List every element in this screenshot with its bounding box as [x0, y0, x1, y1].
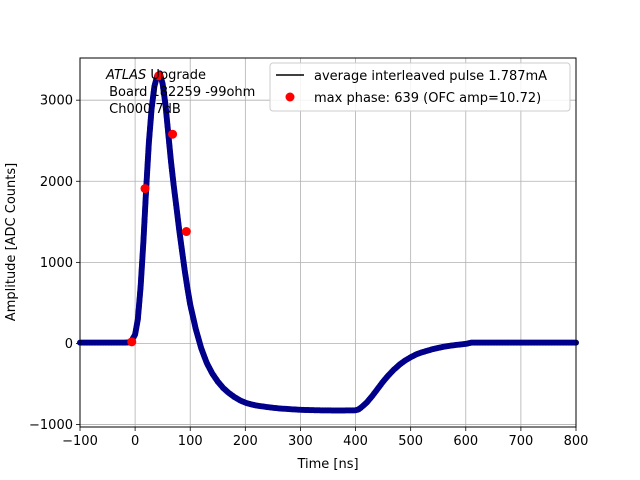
- pulse-markers: [77, 70, 579, 414]
- y-axis-label: Amplitude [ADC Counts]: [4, 163, 19, 321]
- atlas-annotation: ATLAS Upgrade Board 182259 -99ohm Ch000 …: [105, 68, 255, 117]
- legend-box: [269, 62, 571, 112]
- legend-label-max-phase: max phase: 639 (OFC amp=10.72): [314, 91, 541, 106]
- legend-marker-swatch: [285, 92, 295, 102]
- pulse-line: [80, 72, 576, 412]
- x-tick-label: 400: [343, 434, 368, 449]
- x-tick-label: 500: [398, 434, 423, 449]
- annotation-line-3: Ch000 7dB: [105, 102, 181, 117]
- y-tick-label: 2000: [40, 175, 73, 190]
- legend: average interleaved pulse 1.787mA max ph…: [269, 62, 571, 112]
- annotation-atlas: ATLAS: [105, 68, 146, 83]
- x-ticks: −100 0 100 200 300 400 500 600 700 800: [62, 427, 588, 449]
- x-axis-label: Time [ns]: [296, 457, 358, 472]
- annotation-line-2: Board 182259 -99ohm: [105, 85, 255, 100]
- y-tick-label: 0: [65, 337, 73, 352]
- legend-label-pulse: average interleaved pulse 1.787mA: [314, 69, 547, 84]
- x-tick-label: 100: [178, 434, 203, 449]
- y-ticks: −1000 0 1000 2000 3000: [29, 94, 80, 433]
- x-tick-label: 800: [564, 434, 589, 449]
- annotation-upgrade: Upgrade: [146, 68, 206, 83]
- x-tick-label: 600: [453, 434, 478, 449]
- plot-frame: [79, 57, 577, 428]
- y-tick-label: −1000: [29, 418, 73, 433]
- grid-lines: [79, 58, 577, 427]
- max-phase-point: [181, 227, 191, 237]
- max-phase-point: [127, 337, 137, 347]
- max-phase-point: [168, 129, 178, 139]
- x-tick-label: −100: [62, 434, 98, 449]
- x-tick-label: 0: [131, 434, 139, 449]
- y-tick-label: 1000: [40, 256, 73, 271]
- series-layer: [77, 70, 579, 414]
- max-phase-point: [140, 184, 150, 194]
- annotation-line-1: ATLAS Upgrade: [105, 68, 206, 83]
- max-phase-point: [154, 71, 164, 81]
- x-tick-label: 200: [233, 434, 258, 449]
- y-tick-label: 3000: [40, 94, 73, 109]
- x-tick-label: 300: [288, 434, 313, 449]
- x-tick-label: 700: [508, 434, 533, 449]
